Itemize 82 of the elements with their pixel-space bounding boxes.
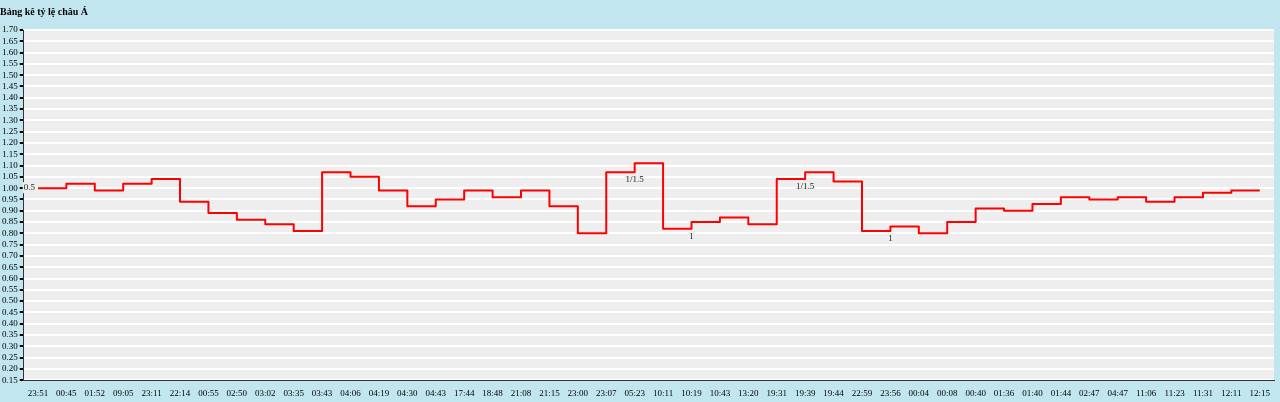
y-tick-label: 0.75 bbox=[2, 239, 19, 249]
y-tick-label: 1.40 bbox=[2, 92, 19, 103]
x-tick-label: 10:43 bbox=[709, 387, 731, 398]
x-tick-label: 11:31 bbox=[1192, 387, 1214, 398]
x-tick-label: 00:45 bbox=[56, 387, 78, 398]
y-tick-label: 1.20 bbox=[2, 137, 19, 148]
x-tick-label: 19:44 bbox=[823, 387, 845, 398]
x-tick-label: 09:05 bbox=[112, 387, 134, 398]
annotation: 1 bbox=[689, 230, 694, 241]
x-tick-label: 21:15 bbox=[539, 387, 561, 398]
x-tick-label: 19:31 bbox=[766, 387, 787, 398]
x-tick-label: 03:02 bbox=[255, 387, 276, 398]
y-tick-label: 0.15 bbox=[2, 374, 19, 385]
x-tick-label: 01:40 bbox=[1022, 387, 1044, 398]
y-tick-label: 0.20 bbox=[2, 363, 19, 374]
x-tick-label: 23:00 bbox=[567, 387, 589, 398]
x-tick-label: 04:43 bbox=[425, 387, 447, 398]
x-tick-label: 23:56 bbox=[880, 387, 902, 398]
x-tick-label: 02:47 bbox=[1079, 387, 1101, 398]
y-tick-label: 0.70 bbox=[2, 250, 19, 261]
x-tick-label: 00:55 bbox=[198, 387, 220, 398]
x-tick-label: 04:06 bbox=[340, 387, 362, 398]
y-tick-label: 1.30 bbox=[2, 114, 19, 125]
x-tick-label: 12:15 bbox=[1249, 387, 1271, 398]
y-tick-label: 0.65 bbox=[2, 261, 19, 272]
y-tick-label: 0.25 bbox=[2, 351, 19, 362]
x-tick-label: 00:04 bbox=[908, 387, 930, 398]
x-tick-label: 04:19 bbox=[368, 387, 390, 398]
x-tick-label: 12:11 bbox=[1221, 387, 1242, 398]
x-tick-label: 01:52 bbox=[84, 387, 106, 398]
y-tick-label: 1.10 bbox=[2, 159, 19, 170]
x-tick-label: 10:11 bbox=[653, 387, 674, 398]
y-tick-label: 1.05 bbox=[2, 171, 19, 182]
x-tick-label: 00:08 bbox=[936, 387, 958, 398]
x-tick-label: 23:07 bbox=[596, 387, 617, 398]
y-tick-label: 0.50 bbox=[2, 295, 19, 306]
x-tick-label: 03:43 bbox=[311, 387, 333, 398]
annotation: 1/1.5 bbox=[796, 180, 815, 191]
y-tick-label: 0.35 bbox=[2, 329, 19, 340]
x-tick-label: 13:20 bbox=[738, 387, 760, 398]
y-tick-label: 1.45 bbox=[2, 80, 19, 91]
x-tick-label: 11:23 bbox=[1164, 387, 1186, 398]
y-tick-label: 1.25 bbox=[2, 126, 19, 137]
y-tick-label: 0.60 bbox=[2, 272, 19, 283]
x-tick-label: 03:35 bbox=[283, 387, 305, 398]
x-tick-label: 10:19 bbox=[681, 387, 703, 398]
y-tick-label: 0.95 bbox=[2, 193, 19, 204]
y-tick-label: 0.55 bbox=[2, 284, 19, 295]
y-tick-label: 1.70 bbox=[2, 24, 19, 35]
annotation: 0.5 bbox=[23, 182, 36, 193]
x-tick-label: 04:47 bbox=[1107, 387, 1129, 398]
x-tick-label: 21:08 bbox=[510, 387, 532, 398]
x-tick-label: 04:30 bbox=[397, 387, 419, 398]
x-tick-label: 11:06 bbox=[1136, 387, 1157, 398]
x-tick-label: 02:50 bbox=[226, 387, 248, 398]
x-tick-label: 22:59 bbox=[851, 387, 873, 398]
annotation: 1/1.5 bbox=[625, 174, 645, 185]
y-tick-label: 0.80 bbox=[2, 227, 19, 238]
annotation: 1 bbox=[888, 232, 893, 243]
x-tick-label: 23:11 bbox=[141, 387, 162, 398]
y-tick-label: 0.90 bbox=[2, 205, 19, 216]
x-tick-label: 05:23 bbox=[624, 387, 646, 398]
x-tick-label: 01:36 bbox=[993, 387, 1015, 398]
y-tick-label: 0.30 bbox=[2, 340, 19, 351]
y-tick-label: 1.00 bbox=[2, 182, 19, 193]
y-tick-label: 0.45 bbox=[2, 306, 19, 317]
y-tick-label: 1.55 bbox=[2, 58, 19, 69]
y-tick-label: 0.40 bbox=[2, 318, 19, 329]
y-tick-label: 0.85 bbox=[2, 216, 19, 227]
y-tick-label: 1.50 bbox=[2, 69, 19, 80]
y-tick-label: 1.35 bbox=[2, 103, 19, 114]
x-tick-label: 00:40 bbox=[965, 387, 987, 398]
x-tick-label: 23:51 bbox=[27, 387, 49, 398]
y-tick-label: 1.15 bbox=[2, 148, 19, 159]
x-tick-label: 19:39 bbox=[794, 387, 816, 398]
chart-title: Bảng kê tỷ lệ châu Á bbox=[0, 5, 89, 17]
x-tick-label: 17:44 bbox=[453, 387, 475, 398]
y-tick-label: 1.60 bbox=[2, 46, 19, 57]
x-tick-label: 18:48 bbox=[482, 387, 504, 398]
x-tick-label: 01:44 bbox=[1050, 387, 1072, 398]
y-tick-label: 1.65 bbox=[2, 35, 19, 46]
x-tick-label: 22:14 bbox=[169, 387, 191, 398]
